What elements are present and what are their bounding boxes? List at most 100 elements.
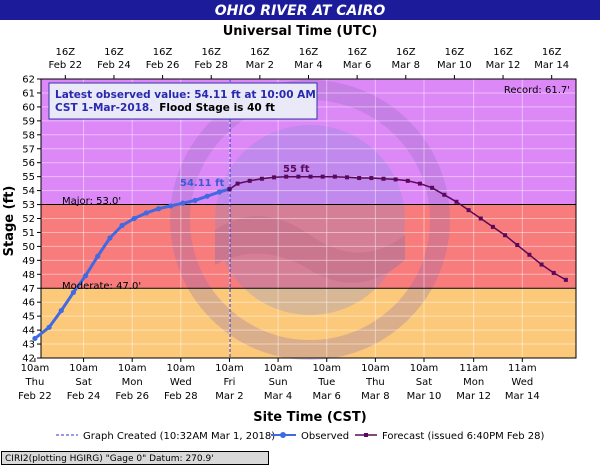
y-tick-label: 46 (22, 298, 35, 309)
bottom-tick-label-line2: Sun (269, 377, 288, 388)
forecast-point (259, 176, 264, 181)
top-tick-label-line1: 16Z (153, 47, 173, 58)
bottom-tick-label-line2: Thu (25, 377, 45, 388)
forecast-point (345, 175, 350, 180)
top-tick-label-line2: Feb 22 (49, 60, 83, 71)
legend-observed-marker (280, 432, 286, 438)
y-axis-label: Stage (ft) (2, 186, 17, 257)
observed-point (95, 253, 101, 259)
bottom-tick-label-line3: Feb 24 (67, 391, 101, 402)
bottom-tick-label-line1: 11am (508, 363, 537, 374)
observed-point (107, 235, 113, 241)
top-tick-label-line1: 16Z (542, 47, 562, 58)
y-tick-label: 59 (22, 116, 35, 127)
bottom-tick-label-line2: Mon (463, 377, 484, 388)
bottom-tick-label-line3: Mar 8 (361, 391, 389, 402)
legend-created: Graph Created (10:32AM Mar 1, 2018) (83, 431, 275, 442)
forecast-point (442, 192, 447, 197)
bottom-tick-label-line3: Mar 2 (215, 391, 243, 402)
observed-point (168, 203, 174, 209)
forecast-point (272, 175, 277, 180)
legend-forecast: Forecast (issued 6:40PM Feb 28) (382, 431, 545, 442)
observed-point (46, 324, 52, 330)
bottom-tick-label-line1: 10am (69, 363, 98, 374)
bottom-tick-label-line1: 10am (21, 363, 50, 374)
observed-value-label: 54.11 ft (180, 178, 224, 189)
top-tick-label-line1: 16Z (347, 47, 367, 58)
bottom-tick-label-line2: Thu (365, 377, 385, 388)
forecast-point (284, 174, 289, 179)
y-tick-label: 62 (22, 75, 35, 86)
bottom-tick-label-line3: Feb 28 (164, 391, 198, 402)
y-tick-label: 57 (22, 144, 35, 155)
y-tick-label: 58 (22, 130, 35, 141)
forecast-point (490, 224, 495, 229)
y-tick-label: 49 (22, 256, 35, 267)
forecast-point (515, 243, 520, 248)
observed-point (70, 289, 77, 296)
top-tick-label-line2: Feb 28 (194, 60, 228, 71)
forecast-point (539, 262, 544, 267)
bottom-tick-label-line1: 10am (167, 363, 196, 374)
forecast-point (466, 208, 471, 213)
top-tick-label-line2: Mar 6 (343, 60, 371, 71)
y-tick-label: 60 (22, 102, 35, 113)
top-tick-label-line2: Mar 12 (486, 60, 521, 71)
y-tick-label: 55 (22, 172, 35, 183)
forecast-point (235, 181, 240, 186)
top-tick-label-line2: Mar 4 (294, 60, 322, 71)
chart-title: OHIO RIVER AT CAIRO (215, 3, 386, 19)
bottom-tick-label-line1: 10am (264, 363, 293, 374)
observed-point (204, 193, 210, 199)
observed-point (131, 215, 137, 222)
bottom-tick-label-line1: 10am (312, 363, 341, 374)
major-label: Major: 53.0' (62, 196, 121, 207)
bottom-tick-label-line2: Tue (317, 377, 335, 388)
y-tick-label: 44 (22, 326, 35, 337)
top-tick-label-line1: 16Z (201, 47, 221, 58)
bottom-tick-label-line3: Feb 22 (18, 391, 52, 402)
bottom-tick-label-line2: Sat (75, 377, 91, 388)
observed-point (143, 210, 149, 216)
bottom-tick-label-line2: Wed (170, 377, 192, 388)
top-tick-label-line2: Mar 8 (392, 60, 420, 71)
moderate-label: Moderate: 47.0' (62, 281, 141, 292)
top-tick-label-line1: 16Z (250, 47, 270, 58)
forecast-point (527, 252, 532, 257)
y-tick-label: 53 (22, 200, 35, 211)
crest-label: 55 ft (283, 164, 310, 175)
moderate-zone (41, 288, 576, 358)
forecast-point (478, 216, 483, 221)
y-tick-label: 54 (22, 186, 35, 197)
noaa-watermark-icon (170, 80, 450, 360)
legend: Graph Created (10:32AM Mar 1, 2018) Obse… (56, 431, 545, 442)
forecast-point (454, 199, 459, 204)
top-tick-label-line1: 16Z (56, 47, 76, 58)
bottom-tick-label-line1: 10am (410, 363, 439, 374)
forecast-point (503, 233, 508, 238)
y-tick-label: 47 (22, 284, 35, 295)
y-tick-label: 48 (22, 270, 35, 281)
y-tick-label: 50 (22, 242, 35, 253)
forecast-point (247, 178, 252, 183)
y-tick-label: 61 (22, 88, 35, 99)
top-tick-label-line1: 16Z (493, 47, 513, 58)
major-zone (41, 204, 576, 289)
observed-point (216, 189, 222, 195)
bottom-tick-label-line1: 10am (215, 363, 244, 374)
title-bar (0, 0, 600, 20)
y-tick-label: 43 (22, 340, 35, 351)
forecast-point (381, 176, 386, 181)
info-line-2: CST 1-Mar-2018. Flood Stage is 40 ft (55, 102, 275, 114)
legend-observed: Observed (301, 431, 349, 442)
forecast-point (308, 174, 313, 179)
top-tick-label-line2: Mar 10 (437, 60, 472, 71)
bottom-tick-label-line1: 11am (459, 363, 488, 374)
forecast-point (393, 177, 398, 182)
top-tick-label-line1: 16Z (396, 47, 416, 58)
bottom-tick-label-line2: Wed (511, 377, 533, 388)
info-line-2-flood: Flood Stage is 40 ft (159, 102, 275, 114)
observed-point (32, 335, 38, 342)
y-tick-label: 51 (22, 228, 35, 239)
